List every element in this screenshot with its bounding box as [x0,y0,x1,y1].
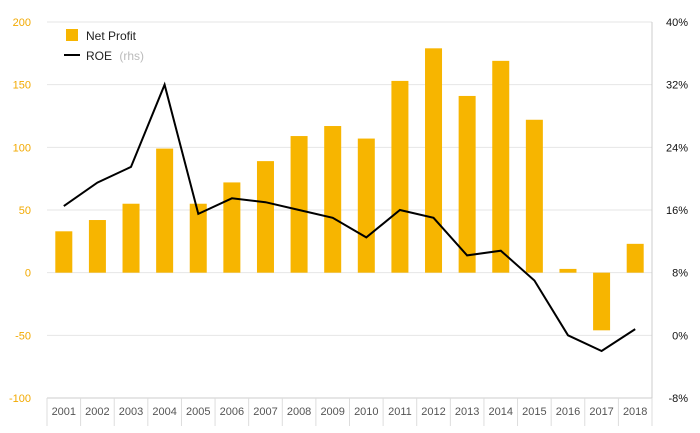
x-tick-label: 2002 [85,406,109,418]
x-tick-label: 2016 [556,406,580,418]
bar-net-profit-2004 [156,148,174,273]
y-right-tick-label: 16% [666,205,688,217]
bar-net-profit-2006 [223,182,241,273]
y-left-tick-label: -100 [9,393,31,405]
x-tick-label: 2017 [589,406,613,418]
bar-net-profit-2011 [391,80,409,273]
x-tick-label: 2005 [186,406,210,418]
x-tick-label: 2014 [489,406,513,418]
bar-net-profit-2012 [425,48,443,273]
bar-net-profit-2010 [357,138,375,273]
net-profit-bars [55,48,644,331]
axes: 2001 2002 2003 2004 2005 2006 2007 2008 2009 2010… [9,17,688,426]
x-tick-label: 2003 [119,406,143,418]
x-tick-label: 2001 [52,406,76,418]
x-tick-label: 2009 [320,406,344,418]
y-left-tick-label: 50 [19,205,31,217]
x-tick-label: 2008 [287,406,311,418]
x-tick-label: 2013 [455,406,479,418]
legend-label-roe-suffix: (rhs) [119,49,144,63]
y-right-tick-label: -8% [668,393,688,405]
x-tick-label: 2015 [522,406,546,418]
x-tick-label: 2007 [253,406,277,418]
y-right-tick-label: 24% [666,142,688,154]
bar-net-profit-2007 [256,161,274,273]
x-tick-label: 2012 [421,406,445,418]
bar-net-profit-2002 [88,220,106,273]
bar-net-profit-2016 [559,268,577,273]
y-left-tick-label: -50 [15,330,31,342]
x-tick-label: 2018 [623,406,647,418]
roe-line-series [63,81,636,353]
y-left-tick-label: 200 [13,17,31,29]
y-left-tick-label: 150 [13,80,31,92]
x-tick-label: 2011 [388,406,412,418]
gridlines [47,21,652,336]
line-roe [63,81,636,353]
bar-net-profit-2009 [324,126,342,273]
legend-label-roe: ROE (rhs) [86,49,144,63]
y-left-tick-label: 100 [13,142,31,154]
y-right-tick-label: 40% [666,17,688,29]
bar-net-profit-2001 [55,231,73,273]
y-left-tick-label: 0 [25,268,31,280]
bar-net-profit-2018 [626,243,644,273]
legend: Net Profit ROE (rhs) [64,29,144,63]
legend-swatch-net-profit [66,29,78,41]
bar-net-profit-2003 [122,203,140,273]
bar-net-profit-2015 [525,119,543,273]
y-right-tick-label: 8% [672,268,688,280]
x-tick-label: 2010 [354,406,378,418]
bar-net-profit-2005 [189,203,207,273]
y-right-tick-label: 0% [672,330,688,342]
y-right-tick-label: 32% [666,80,688,92]
x-tick-label: 2004 [152,406,176,418]
legend-label-net-profit: Net Profit [86,29,137,43]
bar-net-profit-2017 [593,272,611,331]
bar-net-profit-2013 [458,95,476,273]
x-tick-label: 2006 [220,406,244,418]
bar-net-profit-2014 [492,60,510,273]
bar-net-profit-2008 [290,136,308,273]
